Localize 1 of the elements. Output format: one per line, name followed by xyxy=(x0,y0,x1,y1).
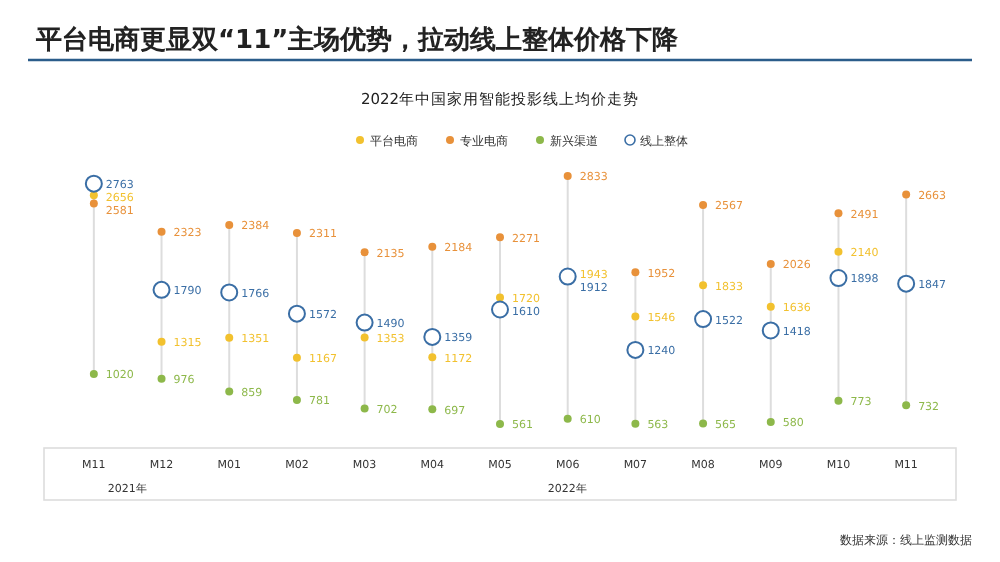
text: 平台电商更显双“11”主场优势，拉动线上整体价格下降 xyxy=(34,24,681,56)
